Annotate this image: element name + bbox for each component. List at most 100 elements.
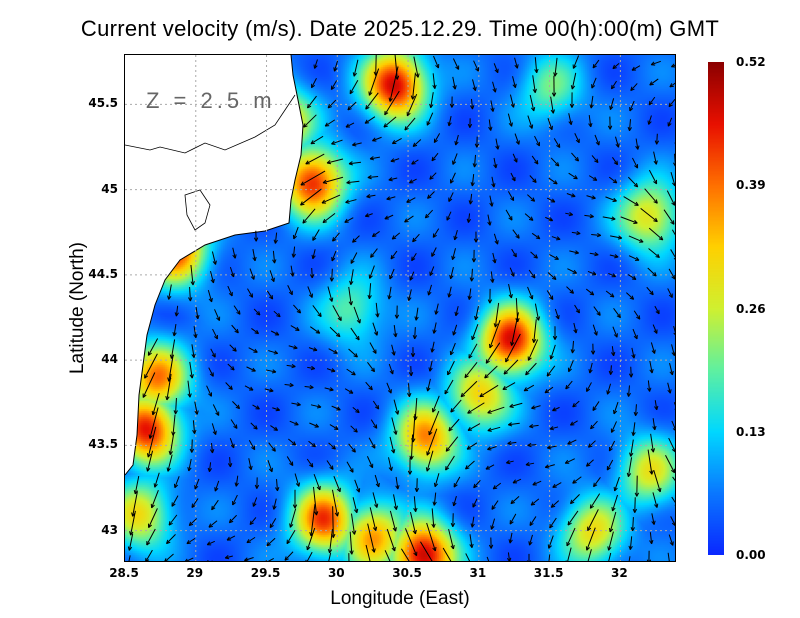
arrow-head	[370, 253, 375, 258]
velocity-arrow	[608, 176, 618, 184]
arrow-head	[384, 215, 389, 220]
arrow-head	[473, 238, 479, 243]
arrow-head	[570, 349, 575, 354]
velocity-arrow	[565, 380, 573, 390]
arrow-head	[273, 239, 278, 244]
arrow-head	[492, 259, 497, 264]
velocity-arrow	[506, 460, 514, 464]
arrow-head	[426, 121, 431, 126]
arrow-head	[657, 487, 662, 493]
arrow-head	[249, 520, 254, 526]
velocity-arrow	[491, 176, 495, 188]
velocity-arrow	[490, 518, 496, 530]
velocity-arrow	[472, 79, 476, 91]
velocity-arrow	[368, 437, 376, 449]
arrow-head	[232, 254, 237, 259]
arrow-head	[594, 158, 599, 164]
velocity-arrow	[670, 516, 675, 526]
arrow-head	[433, 138, 438, 144]
velocity-arrow	[667, 117, 673, 127]
arrow-head	[209, 372, 214, 377]
arrow-head	[173, 483, 179, 489]
velocity-arrow	[587, 270, 597, 276]
velocity-arrow	[632, 517, 634, 531]
velocity-arrow	[409, 178, 417, 184]
arrow-head	[412, 334, 418, 340]
arrow-head	[188, 297, 193, 302]
velocity-arrow	[628, 385, 630, 397]
velocity-arrow	[514, 57, 518, 69]
velocity-arrow	[571, 152, 579, 162]
velocity-arrow	[566, 193, 576, 197]
velocity-arrow	[574, 304, 580, 314]
arrow-head	[333, 349, 338, 354]
velocity-arrow	[286, 530, 296, 544]
arrow-head	[453, 235, 458, 241]
arrow-head	[146, 453, 152, 458]
arrow-head	[250, 275, 255, 280]
arrow-head	[368, 274, 373, 279]
arrow-head	[395, 485, 400, 490]
arrow-head	[230, 443, 235, 449]
velocity-arrow	[349, 79, 359, 95]
velocity-arrow	[269, 270, 275, 282]
arrow-head	[544, 389, 550, 394]
velocity-arrow	[467, 402, 485, 414]
arrow-head	[589, 291, 595, 296]
arrow-head	[349, 550, 354, 555]
velocity-arrow	[368, 68, 380, 96]
arrow-head	[435, 63, 440, 69]
velocity-arrow	[348, 348, 358, 358]
velocity-arrow	[527, 444, 537, 446]
velocity-arrow	[244, 385, 254, 391]
velocity-arrow	[490, 100, 494, 112]
velocity-arrow	[330, 80, 338, 90]
velocity-arrow	[548, 554, 551, 561]
velocity-arrow	[650, 342, 656, 354]
arrow-head	[271, 447, 276, 452]
arrow-head	[639, 238, 644, 243]
velocity-arrow	[291, 402, 301, 406]
velocity-arrow	[547, 445, 557, 449]
arrow-head	[594, 251, 599, 257]
arrow-head	[617, 235, 623, 240]
velocity-arrow	[393, 399, 399, 415]
velocity-arrow	[233, 305, 241, 315]
velocity-arrow	[289, 508, 297, 528]
velocity-arrow	[588, 440, 596, 448]
arrow-head	[653, 199, 658, 204]
velocity-arrow	[453, 495, 457, 507]
velocity-arrow	[268, 350, 278, 354]
arrow-head	[671, 447, 675, 453]
arrow-head	[531, 338, 537, 343]
arrow-head	[432, 546, 437, 552]
velocity-arrow	[164, 553, 174, 561]
velocity-arrow	[448, 192, 454, 202]
arrow-head	[651, 520, 656, 525]
arrow-head	[508, 293, 513, 299]
velocity-arrow	[284, 384, 294, 386]
velocity-arrow	[487, 446, 497, 450]
arrow-head	[596, 232, 602, 238]
arrow-head	[412, 142, 418, 147]
velocity-arrow	[608, 272, 616, 278]
velocity-arrow	[650, 433, 654, 453]
arrow-head	[351, 530, 357, 535]
velocity-arrow	[452, 58, 460, 70]
velocity-arrow	[550, 157, 560, 167]
arrow-head	[447, 121, 452, 127]
arrow-head	[487, 446, 492, 451]
arrow-head	[490, 525, 495, 530]
velocity-arrow	[312, 249, 316, 259]
arrow-head	[253, 425, 258, 430]
arrow-head	[544, 464, 550, 469]
arrow-head	[389, 274, 394, 280]
velocity-arrow	[312, 305, 322, 317]
arrow-head	[311, 442, 316, 448]
velocity-arrow	[365, 544, 371, 561]
arrow-head	[649, 539, 654, 545]
velocity-arrow	[293, 226, 299, 240]
arrow-head	[485, 359, 490, 364]
arrow-head	[331, 445, 336, 450]
velocity-arrow	[527, 339, 539, 361]
